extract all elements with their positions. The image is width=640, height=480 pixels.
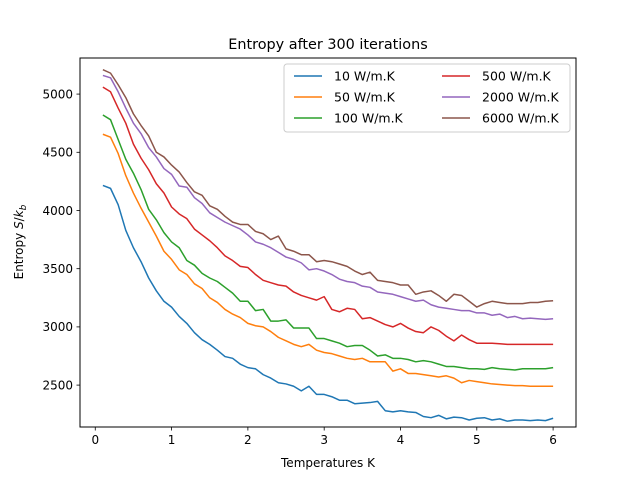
series-line-3 <box>102 86 554 346</box>
x-tick-label-6: 6 <box>549 433 557 447</box>
y-tick-label-4: 4500 <box>42 146 73 160</box>
legend-entries: 10 W/m.K 50 W/m.K 100 W/m.K 500 W/m.K 2000 W… <box>294 69 560 126</box>
series-layer <box>102 68 554 422</box>
chart-title: Entropy after 300 iterations <box>228 37 427 53</box>
legend-label-2: 100 W/m.K <box>334 111 404 126</box>
series-line-4 <box>102 74 554 321</box>
y-tick-label-5: 5000 <box>42 87 73 101</box>
series-line-2 <box>102 114 554 371</box>
series-line-1 <box>102 133 554 388</box>
plot-frame <box>79 57 577 428</box>
y-tick-label-2: 3500 <box>42 262 73 276</box>
y-axis-ticks: 2500 3000 3500 4000 4500 5000 <box>42 87 80 392</box>
legend-label-1: 50 W/m.K <box>334 90 396 105</box>
x-axis-label: Temperatures K <box>280 456 376 470</box>
y-axis-label: Entropy S/kb <box>12 204 29 279</box>
y-tick-label-1: 3000 <box>42 320 73 334</box>
y-tick-label-3: 4000 <box>42 204 73 218</box>
series-line-5 <box>102 68 554 308</box>
legend-label-5: 6000 W/m.K <box>482 111 560 126</box>
x-tick-label-3: 3 <box>320 433 328 447</box>
x-tick-label-4: 4 <box>397 433 405 447</box>
x-tick-label-2: 2 <box>244 433 252 447</box>
x-axis-ticks: 0 1 2 3 4 5 6 <box>91 427 557 447</box>
x-tick-label-5: 5 <box>473 433 481 447</box>
x-tick-label-0: 0 <box>91 433 99 447</box>
legend-frame <box>283 63 571 133</box>
legend-label-0: 10 W/m.K <box>334 69 396 84</box>
series-line-0 <box>102 184 554 422</box>
y-tick-label-0: 2500 <box>42 378 73 392</box>
x-tick-label-1: 1 <box>168 433 176 447</box>
legend-label-4: 2000 W/m.K <box>482 90 560 105</box>
legend-label-3: 500 W/m.K <box>482 69 552 84</box>
legend: 10 W/m.K 50 W/m.K 100 W/m.K 500 W/m.K 2000 W… <box>283 63 571 133</box>
